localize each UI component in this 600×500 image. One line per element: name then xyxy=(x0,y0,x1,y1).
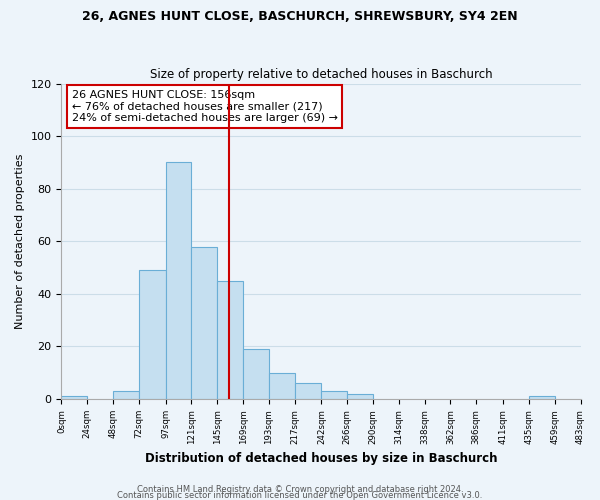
Bar xyxy=(139,270,166,399)
Bar xyxy=(217,281,243,399)
Bar xyxy=(295,384,322,399)
Text: Contains public sector information licensed under the Open Government Licence v3: Contains public sector information licen… xyxy=(118,490,482,500)
Text: Contains HM Land Registry data © Crown copyright and database right 2024.: Contains HM Land Registry data © Crown c… xyxy=(137,484,463,494)
Title: Size of property relative to detached houses in Baschurch: Size of property relative to detached ho… xyxy=(149,68,492,81)
Bar xyxy=(269,373,295,399)
Bar xyxy=(529,396,555,399)
Bar xyxy=(113,391,139,399)
Bar xyxy=(166,162,191,399)
Bar xyxy=(347,394,373,399)
X-axis label: Distribution of detached houses by size in Baschurch: Distribution of detached houses by size … xyxy=(145,452,497,465)
Y-axis label: Number of detached properties: Number of detached properties xyxy=(15,154,25,329)
Bar xyxy=(61,396,87,399)
Text: 26, AGNES HUNT CLOSE, BASCHURCH, SHREWSBURY, SY4 2EN: 26, AGNES HUNT CLOSE, BASCHURCH, SHREWSB… xyxy=(82,10,518,23)
Bar xyxy=(191,246,217,399)
Bar xyxy=(243,349,269,399)
Text: 26 AGNES HUNT CLOSE: 156sqm
← 76% of detached houses are smaller (217)
24% of se: 26 AGNES HUNT CLOSE: 156sqm ← 76% of det… xyxy=(72,90,338,123)
Bar xyxy=(322,391,347,399)
